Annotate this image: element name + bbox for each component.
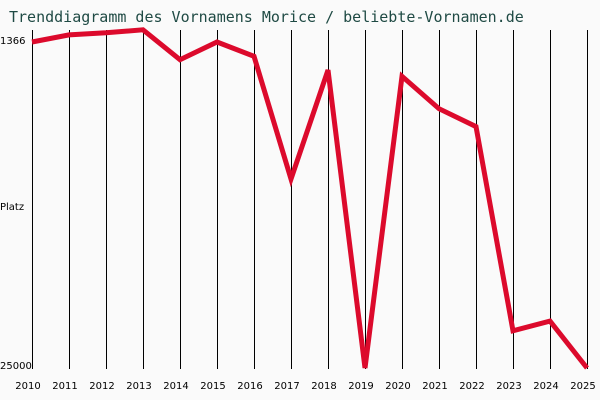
y-axis-bottom-label: 25000 [0, 361, 32, 372]
x-tick-2010: 2010 [15, 381, 41, 392]
x-tick-2017: 2017 [274, 381, 300, 392]
chart-title: Trenddiagramm des Vornamens Morice / bel… [9, 8, 524, 26]
x-tick-2025: 2025 [570, 381, 596, 392]
x-tick-2022: 2022 [459, 381, 485, 392]
x-tick-2018: 2018 [311, 381, 337, 392]
x-tick-2023: 2023 [496, 381, 522, 392]
vertical-gridlines [32, 30, 588, 369]
x-tick-2021: 2021 [422, 381, 448, 392]
series-line-morice [31, 27, 589, 370]
x-tick-2014: 2014 [163, 381, 189, 392]
x-tick-2020: 2020 [385, 381, 411, 392]
x-tick-2013: 2013 [126, 381, 152, 392]
x-tick-2012: 2012 [89, 381, 115, 392]
y-axis-top-label: 1366 [0, 36, 26, 47]
x-tick-2016: 2016 [237, 381, 263, 392]
x-tick-2011: 2011 [52, 381, 78, 392]
y-axis-title: Platz [0, 202, 25, 213]
x-tick-2019: 2019 [348, 381, 374, 392]
x-tick-2015: 2015 [200, 381, 226, 392]
x-tick-2024: 2024 [533, 381, 559, 392]
